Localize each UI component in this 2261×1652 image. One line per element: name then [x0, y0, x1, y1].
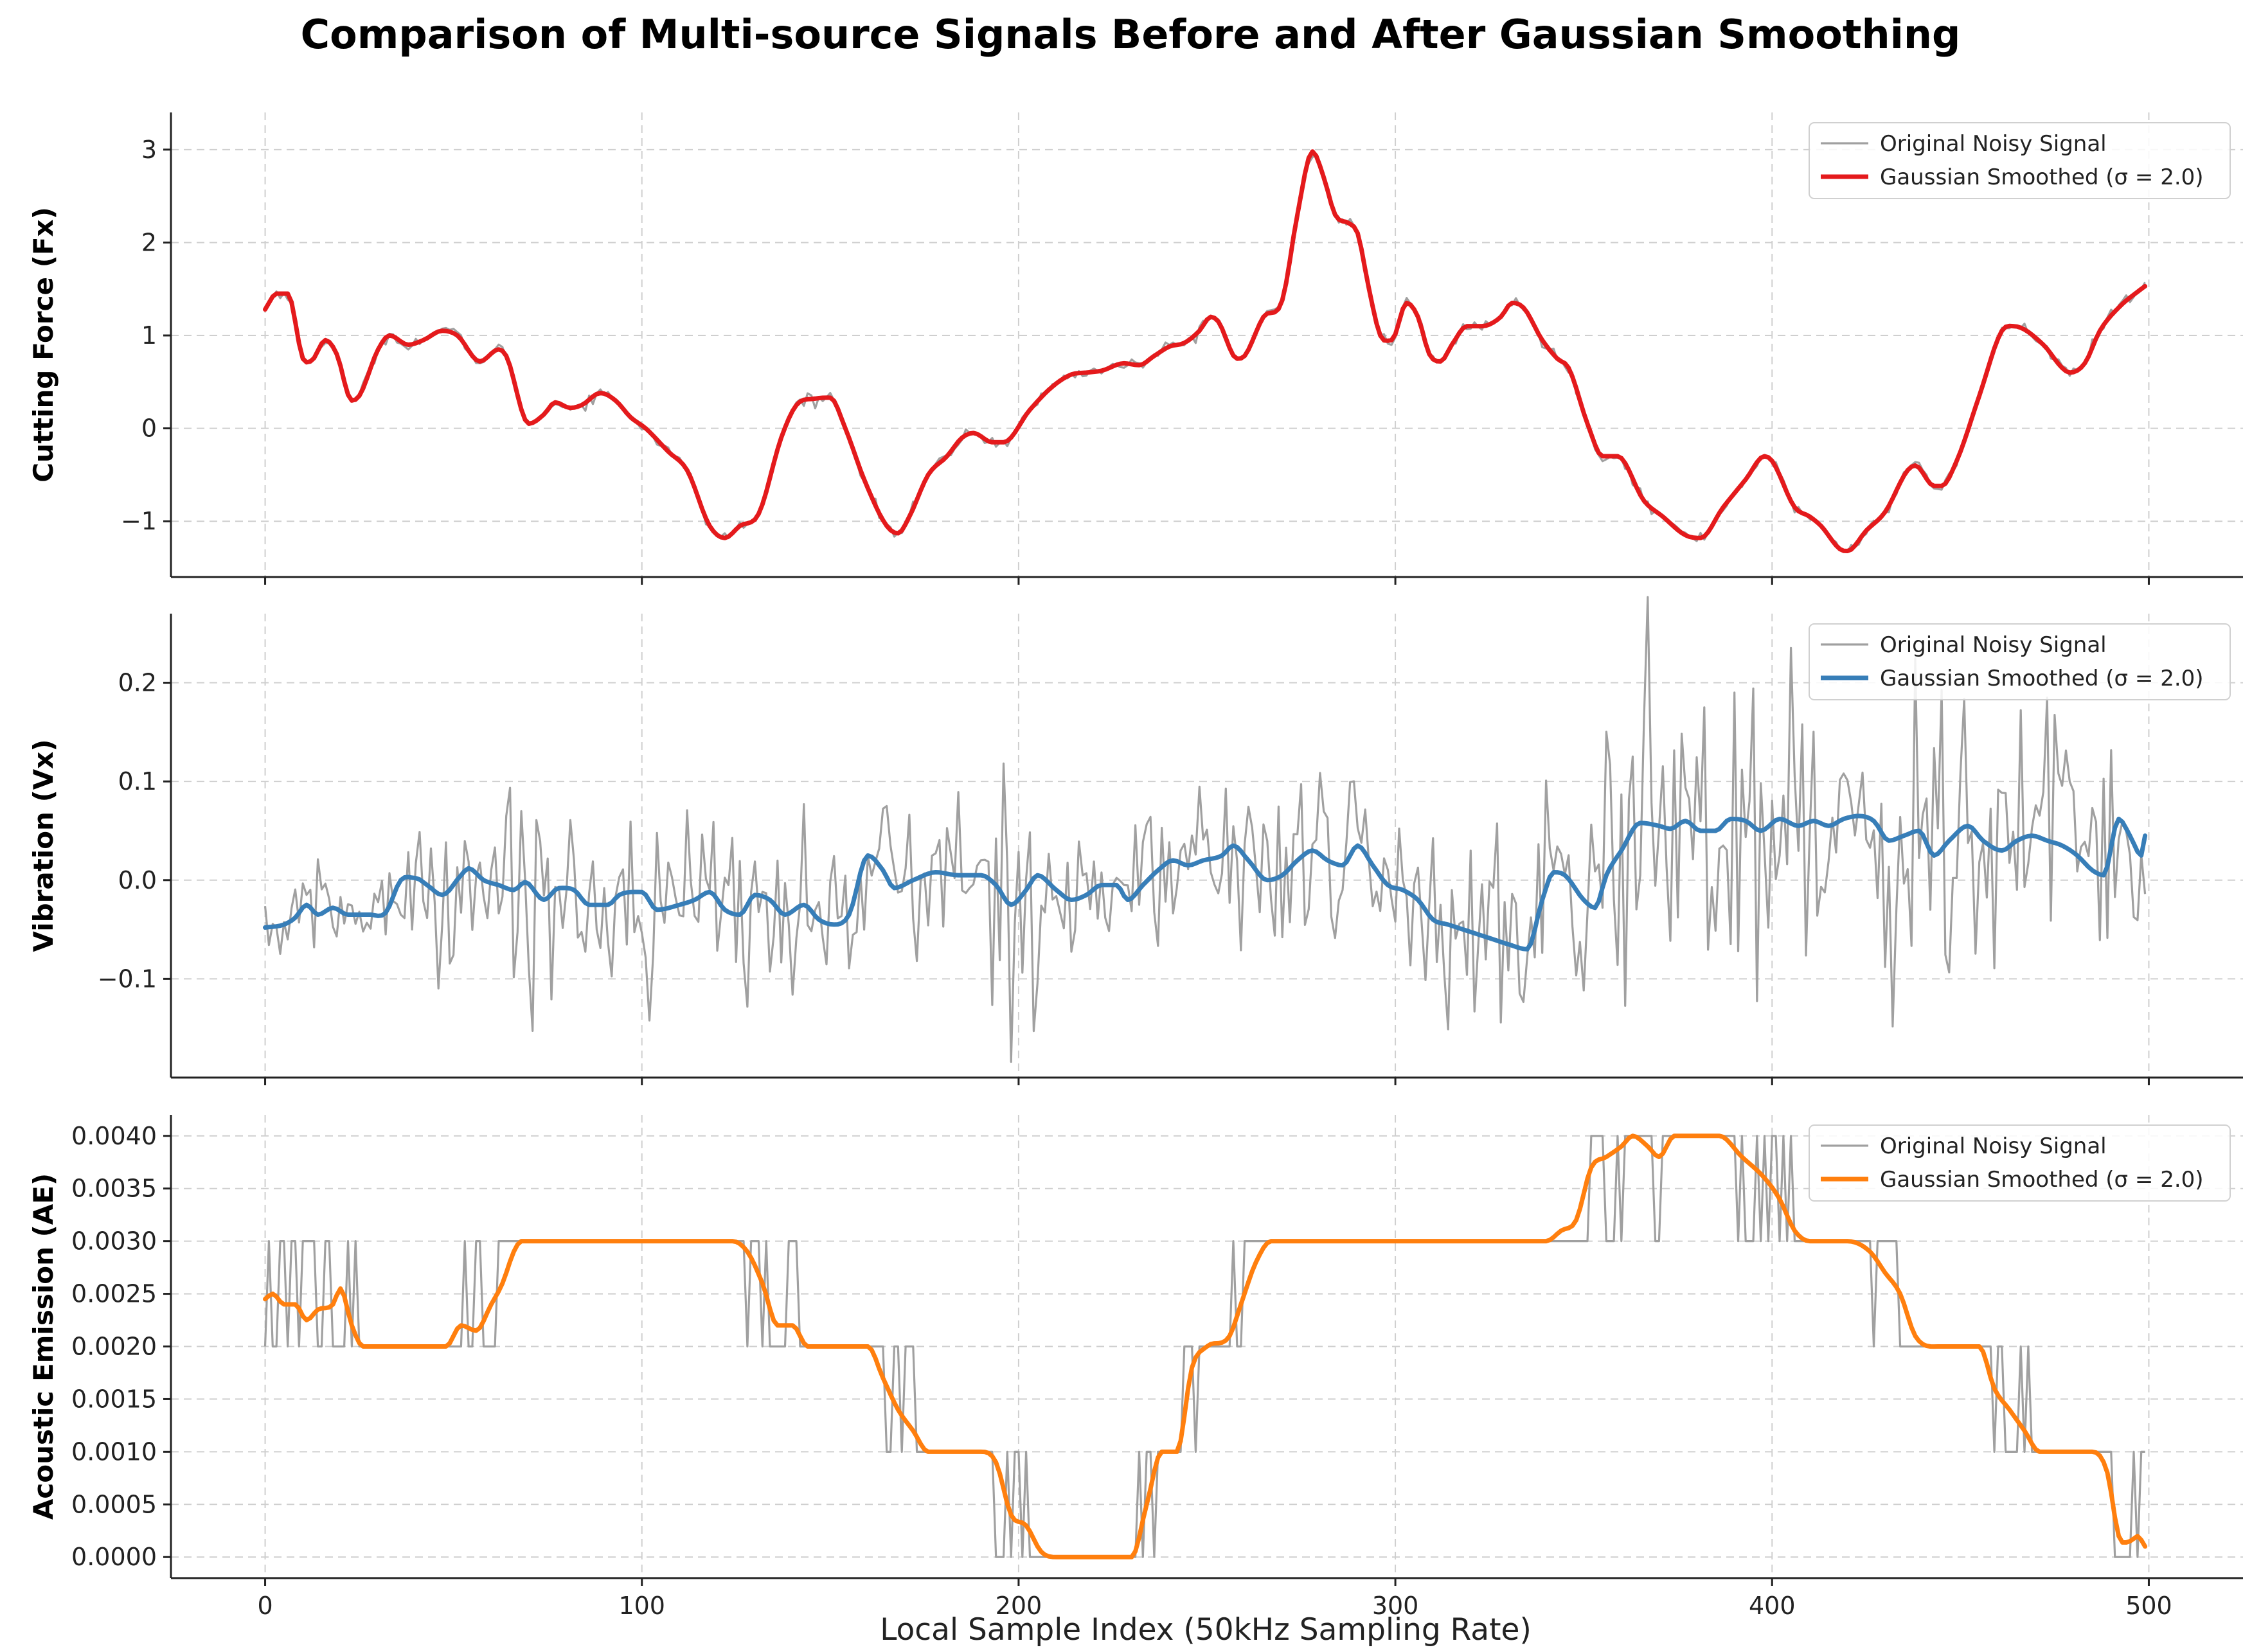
y-tick-label: 0.0030 [71, 1227, 157, 1256]
legend-label: Gaussian Smoothed (σ = 2.0) [1880, 666, 2204, 691]
legend-box [1809, 1124, 2231, 1202]
legend: Original Noisy Signal Gaussian Smoothed (… [1809, 1124, 2231, 1202]
chart-title: Comparison of Multi-source Signals Befor… [301, 11, 1961, 58]
smoothed-signal-line [263, 813, 2148, 952]
legend-box [1809, 623, 2231, 700]
subplot-3: 0.0000 0.0005 0.0010 0.0015 0.0020 0.0025 0.00… [28, 1115, 2243, 1620]
legend-label: Original Noisy Signal [1880, 1133, 2107, 1159]
y-axis-label: Vibration (Vx) [28, 739, 59, 952]
y-axis-label: Cutting Force (Fx) [28, 207, 59, 483]
legend-box [1809, 122, 2231, 199]
x-tick-label: 500 [2125, 1592, 2172, 1620]
legend: Original Noisy Signal Gaussian Smoothed (… [1809, 623, 2231, 700]
y-tick-label: 0.2 [118, 669, 157, 697]
subplot-2: −0.1 0.0 0.1 0.2 Vibration (Vx) Original Nois… [28, 596, 2243, 1085]
legend: Original Noisy Signal Gaussian Smoothed (… [1809, 122, 2231, 199]
y-tick-label: 0.0 [118, 866, 157, 894]
y-tick-label: 0.0035 [71, 1175, 157, 1203]
y-tick-label: 0.0005 [71, 1490, 157, 1518]
y-tick-label: 0.0010 [71, 1437, 157, 1466]
subplot-1: −1 0 1 2 3 Cutting Force (Fx) Original Noisy S… [28, 112, 2243, 585]
x-tick-label: 400 [1749, 1592, 1796, 1620]
x-axis-label: Local Sample Index (50kHz Sampling Rate) [880, 1612, 1532, 1648]
noisy-signal-line [264, 154, 2147, 553]
y-tick-label: 0 [141, 414, 157, 443]
y-tick-label: 0.0025 [71, 1280, 157, 1308]
subplots: −1 0 1 2 3 Cutting Force (Fx) Original Noisy S… [28, 112, 2243, 1620]
y-tick-label: 1 [141, 321, 157, 350]
x-tick-label: 100 [618, 1592, 665, 1620]
y-tick-label: −1 [121, 507, 157, 535]
x-tick-label: 0 [257, 1592, 273, 1620]
y-tick-label: 0.1 [118, 767, 157, 795]
y-tick-label: 2 [141, 228, 157, 256]
legend-label: Original Noisy Signal [1880, 131, 2107, 157]
legend-label: Original Noisy Signal [1880, 632, 2107, 658]
legend-label: Gaussian Smoothed (σ = 2.0) [1880, 1167, 2204, 1193]
y-tick-label: 0.0040 [71, 1122, 157, 1150]
x-tick-label: 300 [1372, 1592, 1419, 1620]
y-tick-label: −0.1 [98, 964, 157, 993]
legend-label: Gaussian Smoothed (σ = 2.0) [1880, 164, 2204, 190]
y-tick-label: 0.0015 [71, 1385, 157, 1413]
x-tick-label: 200 [996, 1592, 1042, 1620]
y-tick-label: 0.0000 [71, 1543, 157, 1571]
y-tick-label: 0.0020 [71, 1333, 157, 1361]
y-tick-label: 3 [141, 136, 157, 164]
smoothed-signal-line [263, 149, 2148, 553]
smoothed-signal-line [263, 1133, 2148, 1559]
y-axis-label: Acoustic Emission (AE) [28, 1173, 59, 1520]
